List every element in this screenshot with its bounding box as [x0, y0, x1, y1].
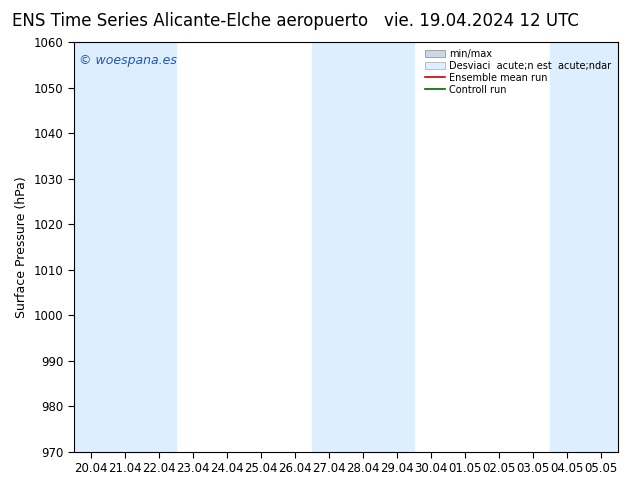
Text: vie. 19.04.2024 12 UTC: vie. 19.04.2024 12 UTC [384, 12, 579, 30]
Text: ENS Time Series Alicante-Elche aeropuerto: ENS Time Series Alicante-Elche aeropuert… [12, 12, 368, 30]
Y-axis label: Surface Pressure (hPa): Surface Pressure (hPa) [15, 176, 28, 318]
Legend: min/max, Desviaci  acute;n est  acute;ndar, Ensemble mean run, Controll run: min/max, Desviaci acute;n est acute;ndar… [424, 47, 613, 97]
Text: © woespana.es: © woespana.es [79, 54, 177, 67]
Bar [550, 42, 618, 452]
Bar [74, 42, 176, 452]
Bar [312, 42, 414, 452]
